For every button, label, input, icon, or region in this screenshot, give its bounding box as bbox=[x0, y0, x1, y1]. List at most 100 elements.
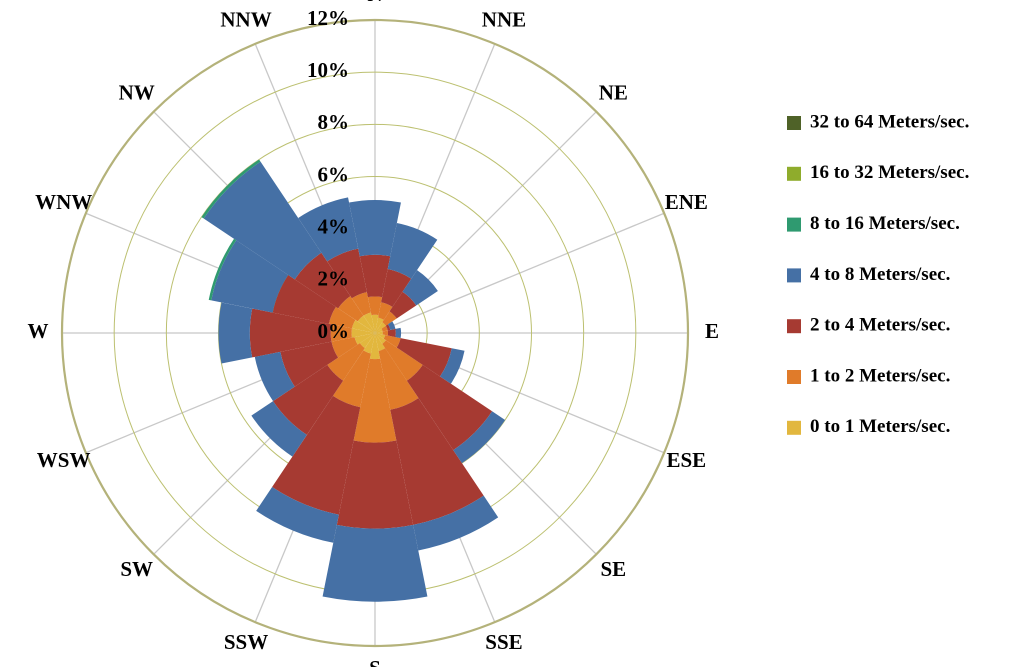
wedge bbox=[280, 341, 339, 387]
wedge bbox=[354, 333, 375, 345]
wedge bbox=[272, 275, 336, 324]
wedges bbox=[201, 159, 506, 602]
wedge bbox=[378, 348, 419, 410]
wedge bbox=[328, 306, 356, 329]
r-tick-label: 2% bbox=[318, 267, 350, 291]
r-tick-label: 6% bbox=[318, 162, 350, 186]
direction-label: NW bbox=[119, 81, 155, 105]
legend-swatch bbox=[787, 319, 801, 334]
direction-label: W bbox=[28, 319, 49, 343]
wedge bbox=[351, 319, 375, 333]
wedge bbox=[330, 324, 352, 342]
wedge bbox=[331, 337, 358, 358]
wedge bbox=[338, 296, 364, 322]
wedge bbox=[371, 314, 379, 333]
wedge bbox=[385, 324, 391, 331]
legend: 32 to 64 Meters/sec. 16 to 32 Meters/sec.… bbox=[787, 111, 969, 437]
legend-swatch bbox=[787, 370, 801, 384]
legend-swatch bbox=[787, 166, 801, 181]
legend-swatch bbox=[787, 116, 801, 130]
wedge bbox=[413, 495, 499, 551]
direction-label: E bbox=[705, 319, 719, 343]
wedge bbox=[298, 197, 359, 262]
direction-label: ESE bbox=[666, 448, 706, 472]
legend-label: 8 to 16 Meters/sec. bbox=[810, 213, 960, 234]
wedge bbox=[375, 328, 383, 333]
wedge bbox=[375, 331, 383, 335]
wedge bbox=[381, 325, 388, 332]
wedge bbox=[395, 327, 402, 339]
direction-label: N bbox=[367, 0, 382, 6]
grid-circle bbox=[60, 18, 690, 648]
wedge bbox=[353, 358, 397, 443]
r-tick-label: 8% bbox=[318, 110, 350, 134]
wedge bbox=[390, 398, 484, 525]
direction-label: WSW bbox=[37, 448, 91, 472]
legend-label: 0 to 1 Meters/sec. bbox=[810, 416, 950, 437]
direction-label: SSE bbox=[485, 630, 522, 654]
wedge bbox=[294, 252, 351, 309]
wedge bbox=[201, 159, 261, 219]
wedge bbox=[363, 312, 375, 333]
wedge bbox=[322, 524, 428, 602]
legend-label: 2 to 4 Meters/sec. bbox=[810, 315, 950, 336]
legend-label: 32 to 64 Meters/sec. bbox=[810, 111, 969, 132]
wedge bbox=[363, 333, 375, 354]
wedge bbox=[406, 364, 493, 451]
wedge bbox=[249, 308, 332, 358]
legend-swatch bbox=[787, 420, 801, 435]
wedge bbox=[367, 296, 383, 316]
wedge bbox=[387, 222, 438, 279]
wedge bbox=[327, 248, 367, 299]
r-tick-label: 10% bbox=[307, 58, 349, 82]
wedge bbox=[375, 333, 386, 344]
r-tick-label: 0% bbox=[318, 319, 350, 343]
wedge bbox=[383, 335, 401, 348]
legend-label: 16 to 32 Meters/sec. bbox=[810, 162, 969, 183]
wedge bbox=[402, 270, 438, 306]
direction-label: SW bbox=[120, 557, 153, 581]
wedge bbox=[396, 338, 452, 377]
direction-label: S bbox=[369, 656, 381, 667]
wedge bbox=[332, 350, 371, 408]
direction-label: NNE bbox=[482, 7, 526, 31]
wedge bbox=[382, 330, 389, 336]
direction-label: NNW bbox=[220, 7, 271, 31]
r-tick-label: 4% bbox=[318, 214, 350, 238]
wedge bbox=[382, 311, 397, 326]
wedge bbox=[359, 254, 391, 298]
legend-label: 1 to 2 Meters/sec. bbox=[810, 365, 950, 386]
wedge bbox=[440, 348, 465, 384]
wedge bbox=[203, 161, 322, 280]
direction-label: NE bbox=[599, 81, 628, 105]
wedge bbox=[381, 269, 412, 307]
wedge bbox=[375, 333, 386, 339]
legend-swatch bbox=[787, 217, 801, 232]
wedge bbox=[389, 291, 417, 319]
wedge bbox=[218, 302, 253, 364]
wedge bbox=[359, 333, 375, 349]
legend-swatch bbox=[787, 268, 801, 283]
direction-label: SE bbox=[600, 557, 626, 581]
wedge bbox=[336, 440, 414, 529]
wedge bbox=[211, 240, 289, 313]
wedge bbox=[382, 340, 423, 381]
wedge bbox=[251, 401, 307, 457]
wedge bbox=[375, 333, 386, 351]
wedge bbox=[351, 328, 375, 338]
wedge bbox=[387, 328, 396, 338]
wedge bbox=[256, 486, 339, 543]
wedge bbox=[453, 411, 506, 464]
wedge bbox=[254, 351, 295, 402]
direction-label: SSW bbox=[224, 630, 268, 654]
wedge bbox=[369, 333, 381, 360]
wedge bbox=[375, 317, 384, 333]
wedge bbox=[388, 321, 396, 330]
wedge bbox=[378, 302, 393, 320]
wedge bbox=[349, 199, 401, 257]
direction-label: ENE bbox=[665, 190, 708, 214]
wedge bbox=[273, 364, 344, 435]
wedge bbox=[327, 343, 365, 381]
labels: 0% 2% 4% 6% 8% 10% 12% N NNE NE ENE E ESE SE SSE S SSW SW… bbox=[28, 0, 720, 667]
